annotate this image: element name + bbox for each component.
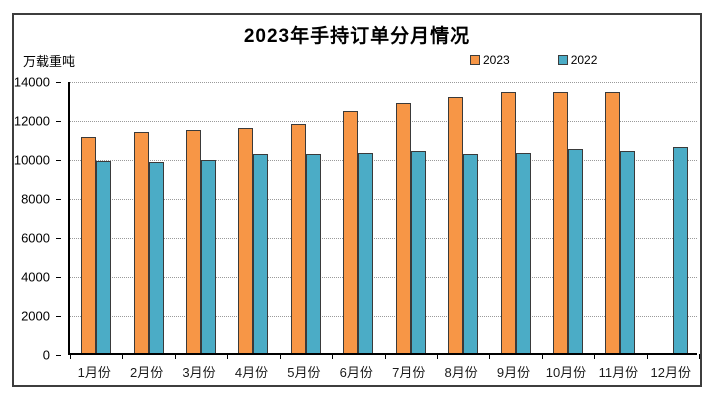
legend-item-2022: 2022 bbox=[557, 53, 598, 67]
bar-2023-1月份 bbox=[81, 136, 97, 353]
bar-2023-9月份 bbox=[500, 91, 516, 353]
gridline-10000 bbox=[70, 160, 697, 161]
month-slot-10 bbox=[542, 82, 594, 353]
y-tick-label-14000: 14000 bbox=[13, 74, 50, 90]
x-tick-label-2: 2月份 bbox=[130, 365, 164, 380]
x-tick-mark-2 bbox=[174, 354, 176, 359]
plot-wrap bbox=[68, 82, 700, 359]
x-tick-mark-8 bbox=[489, 354, 491, 359]
y-tick-mark-4000 bbox=[56, 277, 61, 278]
month-slot-12 bbox=[647, 82, 699, 353]
x-tick-mark-1 bbox=[122, 354, 124, 359]
x-tick-label-3: 3月份 bbox=[182, 365, 216, 380]
y-tick-label-12000: 12000 bbox=[13, 113, 50, 129]
month-slot-6 bbox=[332, 82, 384, 353]
bar-2023-8月份 bbox=[448, 96, 464, 353]
x-tick-label-11: 11月份 bbox=[598, 365, 639, 380]
y-tick-mark-0 bbox=[56, 355, 61, 356]
bar-2022-8月份 bbox=[463, 154, 479, 353]
x-tick-mark-0 bbox=[70, 354, 71, 359]
y-tick-label-8000: 8000 bbox=[21, 191, 50, 207]
month-slot-2 bbox=[122, 82, 174, 353]
y-tick-mark-12000 bbox=[56, 121, 61, 122]
gridline-8000 bbox=[70, 199, 697, 200]
gridline-2000 bbox=[70, 316, 697, 317]
x-tick-mark-10 bbox=[594, 354, 596, 359]
bar-2022-7月份 bbox=[410, 151, 426, 353]
x-tick-label-1: 1月份 bbox=[77, 365, 111, 380]
x-axis-labels: 1月份 2月份 3月份 4月份 5月份 6月份 7月份 8月份 9月份 10月份 11月份 12月份 bbox=[68, 362, 697, 382]
legend-swatch-2022 bbox=[557, 55, 568, 65]
x-tick-mark-5 bbox=[332, 354, 334, 359]
bar-2023-10月份 bbox=[552, 91, 568, 353]
bar-2022-11月份 bbox=[620, 151, 636, 353]
x-tick-mark-3 bbox=[227, 354, 229, 359]
y-tick-label-6000: 6000 bbox=[21, 230, 50, 246]
gridline-6000 bbox=[70, 238, 697, 239]
x-tick-label-6: 6月份 bbox=[339, 365, 373, 380]
bar-2023-2月份 bbox=[133, 132, 149, 353]
gridline-4000 bbox=[70, 277, 697, 278]
month-slot-3 bbox=[175, 82, 227, 353]
x-tick-label-12: 12月份 bbox=[650, 365, 692, 380]
bar-2022-4月份 bbox=[253, 154, 269, 353]
month-slot-8 bbox=[437, 82, 489, 353]
legend-item-2023: 2023 bbox=[470, 53, 510, 67]
month-slot-5 bbox=[280, 82, 332, 353]
y-tick-label-2000: 2000 bbox=[21, 308, 50, 324]
bar-2023-5月份 bbox=[290, 123, 306, 353]
x-tick-mark-7 bbox=[436, 354, 438, 359]
y-tick-label-10000: 10000 bbox=[13, 152, 50, 168]
x-tick-label-7: 7月份 bbox=[392, 365, 426, 380]
bar-2023-6月份 bbox=[343, 111, 359, 353]
x-tick-mark-4 bbox=[279, 354, 281, 359]
bar-2023-7月份 bbox=[395, 103, 411, 353]
x-tick-mark-11 bbox=[646, 354, 648, 359]
bar-2022-2月份 bbox=[148, 161, 164, 353]
bar-2022-3月份 bbox=[201, 159, 217, 353]
chart-title: 2023年手持订单分月情况 bbox=[243, 26, 471, 47]
x-tick-mark-12 bbox=[699, 354, 700, 359]
y-tick-label-4000: 4000 bbox=[21, 269, 50, 285]
bar-2022-10月份 bbox=[567, 149, 583, 353]
x-tick-mark-6 bbox=[384, 354, 386, 359]
x-tick-label-5: 5月份 bbox=[287, 365, 321, 380]
y-axis-labels: 0 2000 4000 6000 8000 10000 12000 14000 bbox=[13, 75, 61, 363]
y-tick-mark-6000 bbox=[56, 238, 61, 239]
chart-legend: 2023 2022 bbox=[470, 53, 597, 67]
x-tick-label-9: 9月份 bbox=[496, 365, 531, 380]
gridline-14000 bbox=[70, 82, 697, 83]
month-slot-9 bbox=[489, 82, 541, 353]
y-tick-mark-2000 bbox=[56, 316, 61, 317]
legend-label-2023: 2023 bbox=[483, 53, 510, 67]
bar-2022-12月份 bbox=[672, 147, 688, 353]
y-tick-mark-8000 bbox=[56, 199, 61, 200]
bar-2022-1月份 bbox=[96, 160, 112, 353]
month-slot-1 bbox=[70, 82, 122, 353]
x-tick-label-8: 8月份 bbox=[444, 365, 478, 380]
x-tick-label-10: 10月份 bbox=[545, 365, 587, 380]
bar-2022-6月份 bbox=[358, 153, 374, 353]
bar-2023-11月份 bbox=[605, 91, 621, 353]
month-slot-7 bbox=[385, 82, 437, 353]
y-tick-mark-14000 bbox=[56, 82, 61, 83]
bar-2023-3月份 bbox=[186, 130, 202, 353]
gridline-12000 bbox=[70, 121, 697, 122]
bar-2022-5月份 bbox=[305, 154, 321, 353]
plot-area bbox=[68, 82, 700, 359]
bar-2023-4月份 bbox=[238, 128, 254, 353]
x-tick-mark-9 bbox=[541, 354, 543, 359]
y-tick-mark-10000 bbox=[56, 160, 61, 161]
y-axis-unit-label: 万载重吨 bbox=[23, 54, 76, 69]
month-slot-11 bbox=[594, 82, 646, 353]
legend-label-2022: 2022 bbox=[570, 53, 598, 67]
legend-swatch-2023 bbox=[470, 55, 480, 65]
chart-frame: 2023年手持订单分月情况 万载重吨 2023 2022 0 2000 4000 60… bbox=[12, 13, 702, 387]
y-tick-label-0: 0 bbox=[42, 347, 50, 363]
x-tick-label-4: 4月份 bbox=[234, 365, 269, 380]
month-slot-4 bbox=[227, 82, 279, 353]
bar-2022-9月份 bbox=[515, 153, 531, 353]
